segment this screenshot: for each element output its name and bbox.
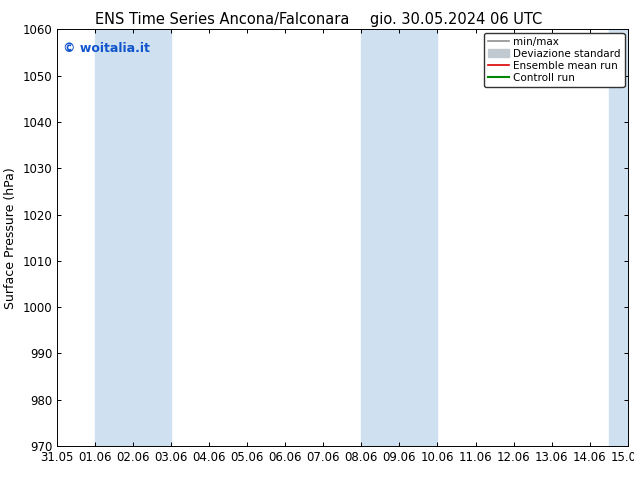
Text: gio. 30.05.2024 06 UTC: gio. 30.05.2024 06 UTC	[370, 12, 543, 27]
Y-axis label: Surface Pressure (hPa): Surface Pressure (hPa)	[4, 167, 17, 309]
Legend: min/max, Deviazione standard, Ensemble mean run, Controll run: min/max, Deviazione standard, Ensemble m…	[484, 32, 624, 87]
Bar	[361, 29, 437, 446]
Text: ENS Time Series Ancona/Falconara: ENS Time Series Ancona/Falconara	[94, 12, 349, 27]
Text: © woitalia.it: © woitalia.it	[63, 42, 150, 55]
Bar	[609, 29, 634, 446]
Bar	[95, 29, 171, 446]
